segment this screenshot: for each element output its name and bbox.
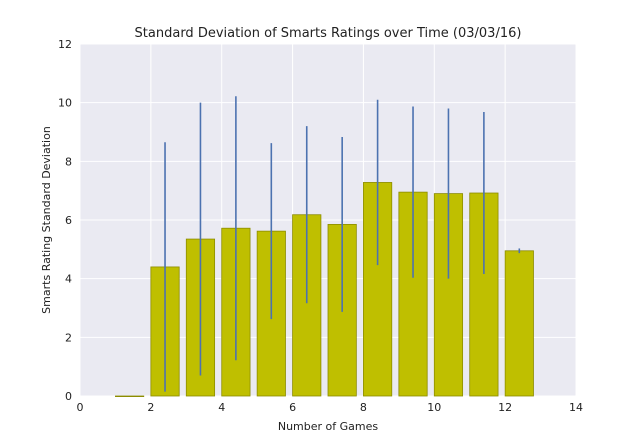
y-tick-label: 2 — [65, 331, 72, 344]
x-tick-label: 2 — [147, 401, 154, 414]
x-tick-label: 4 — [218, 401, 225, 414]
bar — [504, 250, 534, 397]
y-tick-label: 8 — [65, 155, 72, 168]
y-axis-label: Smarts Rating Standard Deviation — [40, 126, 53, 314]
y-tick-label: 0 — [65, 390, 72, 403]
x-tick-labels: 0 2 4 6 8 10 12 14 — [77, 401, 584, 414]
y-tick-label: 6 — [65, 214, 72, 227]
bar — [115, 395, 145, 398]
x-axis-label: Number of Games — [278, 420, 379, 433]
x-tick-label: 14 — [569, 401, 583, 414]
error-bars — [164, 96, 521, 392]
chart-title: Standard Deviation of Smarts Ratings ove… — [135, 26, 522, 41]
y-tick-label: 4 — [65, 273, 72, 286]
x-tick-label: 12 — [498, 401, 512, 414]
y-tick-label: 10 — [58, 97, 72, 110]
y-tick-labels: 0 2 4 6 8 10 12 — [58, 38, 72, 403]
x-tick-label: 10 — [427, 401, 441, 414]
x-tick-label: 6 — [289, 401, 296, 414]
x-tick-label: 8 — [360, 401, 367, 414]
y-tick-label: 12 — [58, 38, 72, 51]
x-tick-label: 0 — [77, 401, 84, 414]
